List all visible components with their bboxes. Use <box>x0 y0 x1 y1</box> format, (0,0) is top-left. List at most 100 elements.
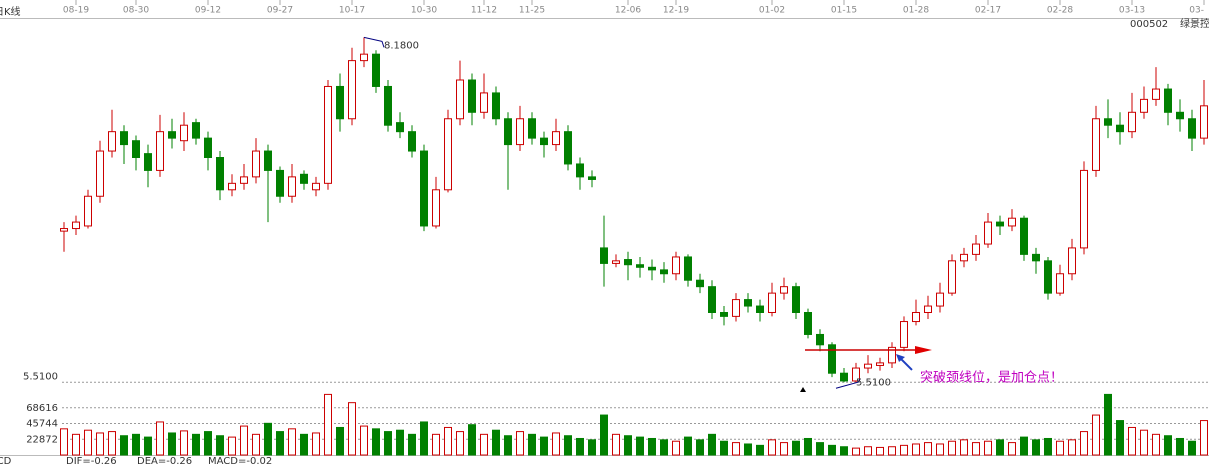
candle-body <box>912 312 920 323</box>
indicator-name: ACD <box>0 456 12 466</box>
candle-body <box>804 312 812 335</box>
candle-body <box>840 372 848 382</box>
x-tick-label: 12-19 <box>663 6 689 16</box>
volume-bar <box>300 433 308 456</box>
candle-body <box>300 173 308 184</box>
candle-body <box>324 85 332 184</box>
volume-bar <box>240 425 248 456</box>
volume-bar <box>1104 393 1112 456</box>
volume-bar <box>528 433 536 456</box>
volume-bar <box>660 439 668 456</box>
candle-body <box>936 292 944 307</box>
candle-body <box>696 279 704 288</box>
volume-bar <box>1152 433 1160 456</box>
volume-bar <box>204 431 212 456</box>
volume-bar <box>276 431 284 456</box>
candle-body <box>516 118 524 146</box>
candle-body <box>780 286 788 294</box>
candle-body <box>1020 217 1028 255</box>
volume-bar <box>348 402 356 456</box>
candle-body <box>924 305 932 313</box>
x-tick-label: 08-19 <box>63 6 89 16</box>
volume-bar <box>1164 435 1172 456</box>
volume-bar <box>648 437 656 456</box>
volume-bar <box>60 428 68 456</box>
volume-bar <box>288 428 296 456</box>
volume-bar <box>372 428 380 456</box>
x-tick-label: 01-15 <box>831 6 857 16</box>
candle-body <box>216 157 224 191</box>
macd-value: MACD=-0.02 <box>208 456 272 466</box>
volume-bar <box>1176 437 1184 456</box>
volume-bar <box>804 437 812 456</box>
candle-body <box>816 333 824 346</box>
y-tick-label: 5.5100 <box>23 371 58 382</box>
candle-body <box>588 176 596 180</box>
volume-bar <box>552 432 560 456</box>
volume-tick-label: 45744 <box>26 419 58 430</box>
candle-body <box>276 169 284 197</box>
volume-bar <box>324 393 332 456</box>
candle-body <box>96 150 104 197</box>
x-tick-label: 02-17 <box>975 6 1001 16</box>
candle-body <box>708 286 716 313</box>
candle-body <box>576 163 584 178</box>
volume-bar <box>216 435 224 456</box>
candle-body <box>384 85 392 126</box>
volume-bar <box>1008 442 1016 456</box>
volume-tick-label: 22872 <box>26 434 58 445</box>
volume-bar <box>444 426 452 456</box>
volume-bar <box>792 440 800 456</box>
candle-body <box>1152 88 1160 100</box>
candle-body <box>660 269 668 275</box>
volume-bar <box>924 442 932 456</box>
volume-bar <box>1056 440 1064 456</box>
volume-bar <box>744 443 752 456</box>
candle-body <box>1044 260 1052 294</box>
volume-bar <box>912 443 920 456</box>
candle-body <box>1032 253 1040 262</box>
volume-bar <box>360 425 368 456</box>
volume-bar <box>936 443 944 456</box>
candle-body <box>456 79 464 120</box>
x-tick-label: 10-30 <box>411 6 437 16</box>
volume-bar <box>192 433 200 456</box>
volume-tick-label: 68616 <box>26 403 58 414</box>
candle-body <box>228 182 236 191</box>
dea-value: DEA=-0.26 <box>137 456 192 466</box>
x-tick-label: 12-06 <box>615 6 641 16</box>
candle-body <box>1092 118 1100 171</box>
candle-body <box>672 256 680 275</box>
volume-bar <box>996 439 1004 456</box>
volume-bar <box>828 444 836 456</box>
volume-bar <box>540 436 548 456</box>
candle-body <box>960 253 968 262</box>
candle-body <box>732 299 740 317</box>
x-tick-label: 09-27 <box>267 6 293 16</box>
volume-bar <box>768 439 776 456</box>
candle-body <box>396 122 404 133</box>
volume-bar <box>312 432 320 456</box>
candle-body <box>636 264 644 268</box>
candle-body <box>252 150 260 178</box>
volume-bar <box>684 436 692 456</box>
candle-body <box>852 367 860 382</box>
candle-body <box>480 92 488 113</box>
candle-body <box>756 305 764 313</box>
volume-bar <box>96 432 104 456</box>
volume-bar <box>264 422 272 456</box>
volume-bar <box>564 435 572 456</box>
candle-body <box>648 266 656 271</box>
candle-body <box>504 118 512 146</box>
volume-bar <box>84 429 92 456</box>
candle-body <box>600 247 608 264</box>
volume-bar <box>1092 414 1100 456</box>
candle-body <box>948 260 956 294</box>
low-label: 5.5100 <box>856 377 891 388</box>
high-label: 8.1800 <box>384 40 419 51</box>
candle-body <box>192 122 200 139</box>
candle-body <box>372 53 380 87</box>
candle-body <box>240 176 248 184</box>
stock-code: 000502 <box>1130 19 1168 30</box>
candle-body <box>744 299 752 307</box>
